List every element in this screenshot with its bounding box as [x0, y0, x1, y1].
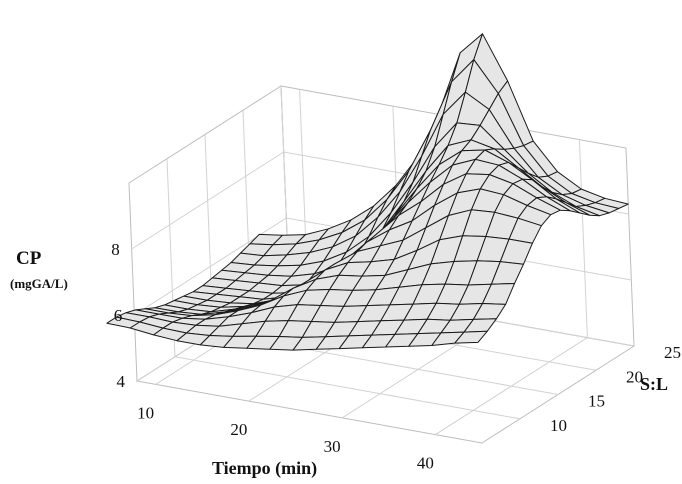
- y-axis-title: S:L: [640, 374, 668, 394]
- surface-cell: [454, 330, 488, 344]
- z-tick-label: 8: [111, 240, 120, 259]
- x-axis-title: Tiempo (min): [212, 458, 317, 479]
- y-tick-label: 15: [588, 392, 605, 411]
- wall-grid-z: [131, 151, 284, 250]
- z-tick-label: 6: [114, 306, 123, 325]
- x-tick-label: 10: [137, 403, 154, 422]
- wall-grid-x: [578, 139, 588, 338]
- floor-grid-y: [174, 356, 521, 420]
- y-tick-label: 25: [664, 343, 681, 362]
- z-tick-label: 4: [117, 372, 126, 391]
- z-axis-title: CP: [16, 248, 42, 269]
- x-tick-label: 20: [230, 420, 247, 439]
- tick-labels: 10 20 30 40 10 15 20 25 4 6 8: [111, 240, 681, 473]
- surface-mesh: [106, 33, 629, 351]
- z-axis-unit: (mgGA/L): [10, 276, 68, 291]
- x-tick-label: 30: [324, 437, 341, 456]
- x-tick-label: 40: [417, 454, 434, 473]
- y-tick-label: 20: [626, 367, 643, 386]
- y-tick-label: 10: [550, 416, 567, 435]
